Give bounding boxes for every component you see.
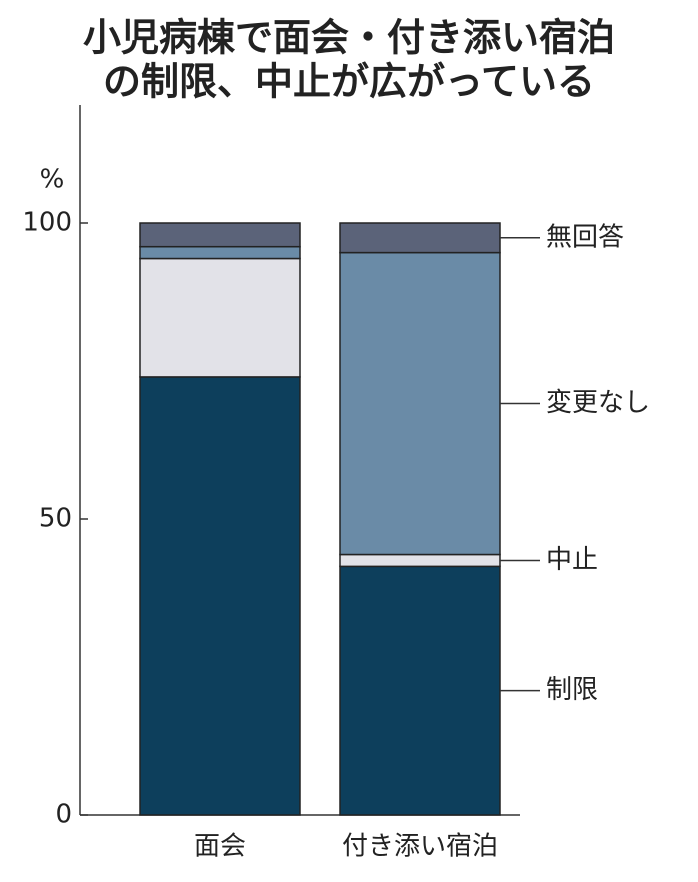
legend-label: 中止 (546, 545, 598, 575)
bar-segment (339, 553, 501, 568)
legend-label: 無回答 (546, 222, 624, 252)
chart-title: の制限、中止が広がっている (103, 60, 595, 104)
chart-title: 小児病棟で面会・付き添い宿泊 (83, 16, 615, 60)
y-tick-label: 100 (22, 208, 72, 238)
legend-label: 変更なし (546, 388, 650, 418)
y-tick-label: 0 (55, 800, 72, 830)
legend-label: 制限 (546, 675, 598, 705)
bar-segment (139, 222, 301, 248)
y-unit: % (40, 165, 65, 195)
bar-segment (339, 565, 501, 816)
bar-segment (139, 376, 301, 816)
x-tick-label: 付き添い宿泊 (342, 832, 498, 862)
bar-segment (139, 257, 301, 378)
bar-segment (339, 222, 501, 254)
bar-segment (339, 251, 501, 556)
x-tick-label: 面会 (194, 832, 246, 862)
bar-segment (139, 245, 301, 260)
y-tick-label: 50 (39, 504, 72, 534)
